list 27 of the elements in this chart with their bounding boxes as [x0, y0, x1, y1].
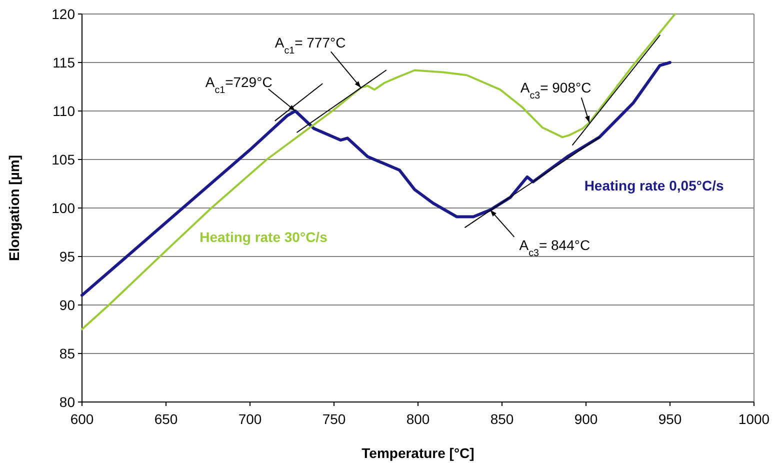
y-tick-label: 105 — [52, 151, 76, 168]
y-tick-label: 110 — [52, 102, 76, 119]
y-tick-label: 115 — [52, 54, 76, 70]
x-tick-label: 800 — [406, 411, 430, 427]
annotation: A$_{c1}$= 777°C — [274, 34, 346, 56]
annotation: A$_{c3}$= 908°C — [520, 80, 592, 102]
line-series — [80, 61, 672, 297]
y-tick-label: 95 — [59, 248, 76, 264]
y-tick-label: 85 — [59, 345, 76, 362]
x-tick-label: 700 — [238, 411, 262, 427]
y-tick-label: 80 — [59, 394, 76, 410]
y-tick-label: 120 — [52, 6, 76, 22]
annotation: A$_{c1}$=729°C — [205, 74, 272, 96]
x-tick-label: 950 — [658, 411, 682, 427]
y-tick-label: 100 — [52, 200, 76, 216]
x-tick-label: 850 — [490, 411, 514, 427]
x-axis-title: Temperature [°C] — [362, 445, 474, 461]
x-tick-label: 900 — [574, 411, 598, 427]
series-label: Heating rate 0,05°C/s — [584, 178, 724, 194]
x-tick-label: 600 — [70, 411, 94, 427]
x-tick-label: 1000 — [738, 411, 770, 427]
annotation: A$_{c3}$= 844°C — [519, 236, 590, 258]
x-tick-label: 650 — [154, 411, 178, 427]
x-tick-label: 750 — [322, 411, 346, 427]
y-tick-label: 90 — [59, 296, 76, 313]
series-label: Heating rate 30°C/s — [200, 228, 328, 245]
y-axis-title: Elongation [µm] — [6, 154, 22, 262]
